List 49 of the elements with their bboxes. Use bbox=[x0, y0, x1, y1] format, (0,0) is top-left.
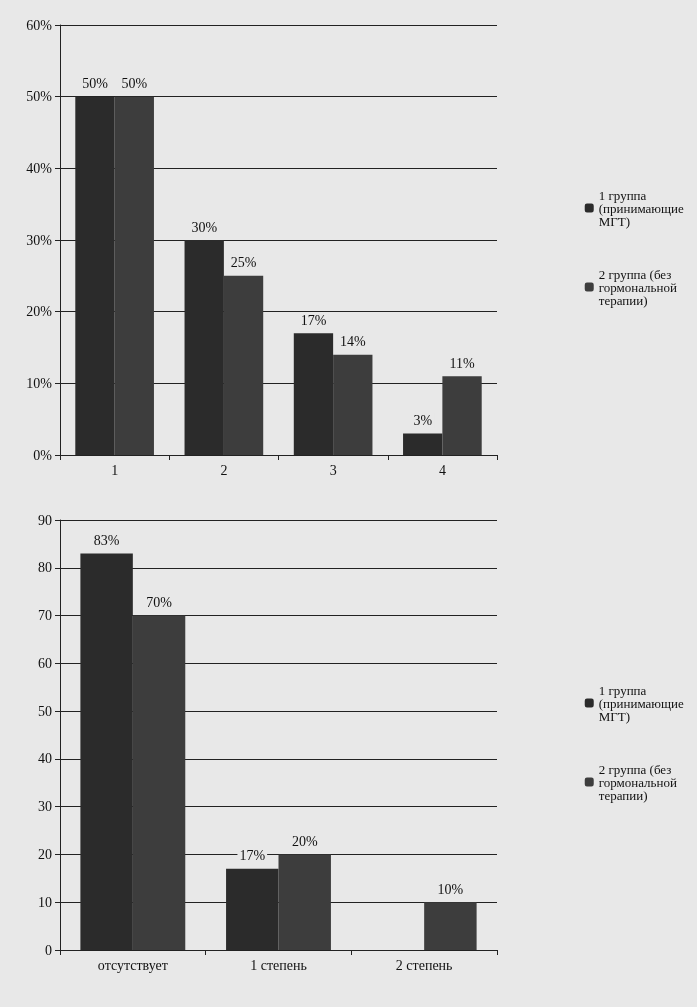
x-tick-label: 2 степень bbox=[395, 957, 453, 973]
y-tick-label: 50% bbox=[26, 89, 53, 105]
data-label: 14% bbox=[339, 334, 366, 350]
bar bbox=[442, 376, 482, 455]
bar bbox=[333, 354, 373, 455]
x-tick-label: 1 степень bbox=[250, 957, 307, 973]
x-tick-label: отсутствует bbox=[97, 957, 168, 973]
y-tick-label: 30% bbox=[26, 232, 53, 248]
data-label: 50% bbox=[82, 76, 109, 92]
y-tick-label: 20% bbox=[26, 304, 53, 320]
legend-label: 2 группа (без гормональной терапии) bbox=[598, 761, 681, 803]
y-tick-label: 20 bbox=[38, 846, 52, 862]
legend-label: 1 группа (принимающие МГТ) bbox=[598, 187, 687, 229]
data-label: 25% bbox=[230, 255, 257, 271]
y-tick-label: 50 bbox=[38, 703, 52, 719]
y-tick-label: 80 bbox=[38, 560, 52, 576]
y-tick-label: 10% bbox=[26, 375, 53, 391]
y-tick-label: 70 bbox=[38, 608, 52, 624]
y-tick-label: 90 bbox=[38, 512, 52, 528]
y-tick-label: 40 bbox=[38, 751, 52, 767]
data-label: 83% bbox=[93, 532, 120, 548]
x-tick-label: 4 bbox=[438, 462, 446, 478]
y-tick-label: 30 bbox=[38, 799, 52, 815]
y-tick-label: 0 bbox=[45, 942, 52, 958]
bar bbox=[223, 275, 264, 455]
x-tick-label: 3 bbox=[329, 462, 337, 478]
data-label: 11% bbox=[449, 355, 475, 371]
bar bbox=[424, 902, 477, 950]
data-label: 10% bbox=[437, 881, 464, 897]
data-label: 70% bbox=[146, 595, 173, 611]
y-tick-label: 40% bbox=[26, 160, 53, 176]
y-tick-label: 0% bbox=[33, 447, 53, 463]
bar bbox=[278, 854, 331, 950]
data-label: 30% bbox=[191, 219, 218, 235]
y-tick-label: 60 bbox=[38, 655, 52, 671]
data-label: 17% bbox=[239, 848, 266, 864]
data-label: 17% bbox=[300, 312, 327, 328]
x-tick-label: 2 bbox=[220, 462, 228, 478]
legend-label: 1 группа (принимающие МГТ) bbox=[598, 682, 687, 724]
data-label: 3% bbox=[413, 413, 433, 428]
legend-label: 2 группа (без гормональной терапии) bbox=[598, 266, 681, 308]
y-tick-label: 60% bbox=[26, 17, 53, 33]
bar bbox=[403, 433, 443, 455]
x-tick-label: 1 bbox=[111, 462, 119, 478]
y-tick-label: 10 bbox=[38, 894, 52, 910]
data-label: 20% bbox=[291, 833, 318, 849]
bar bbox=[132, 615, 186, 950]
bar bbox=[114, 96, 154, 455]
data-label: 50% bbox=[121, 76, 148, 92]
